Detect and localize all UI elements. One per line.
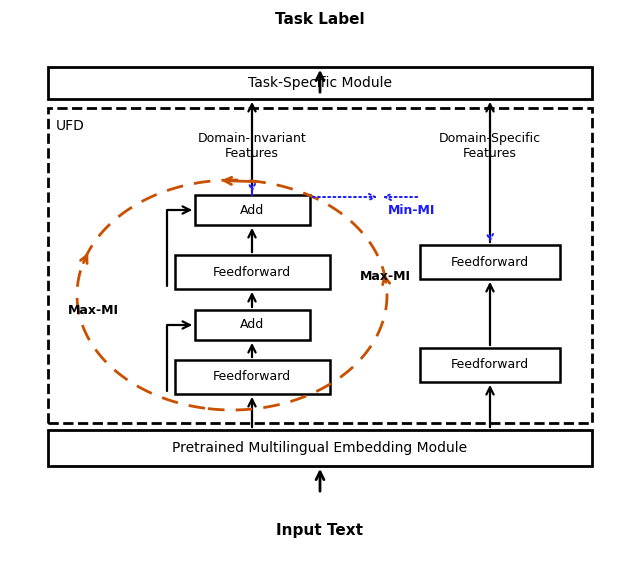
Bar: [420, 245, 560, 279]
Text: Input Text: Input Text: [276, 523, 364, 538]
Text: Feedforward: Feedforward: [213, 370, 291, 384]
Bar: [195, 310, 310, 340]
Bar: [175, 360, 330, 394]
Text: Task Label: Task Label: [275, 13, 365, 28]
Text: Feedforward: Feedforward: [451, 255, 529, 269]
Bar: [175, 255, 330, 289]
Text: Add: Add: [240, 319, 264, 332]
Text: Add: Add: [240, 204, 264, 217]
Bar: [48, 430, 592, 466]
Text: UFD: UFD: [56, 119, 84, 133]
Text: Feedforward: Feedforward: [451, 358, 529, 371]
Text: Task-Specific Module: Task-Specific Module: [248, 76, 392, 90]
Bar: [48, 67, 592, 99]
Text: Max-MI: Max-MI: [360, 270, 411, 283]
Bar: [48, 108, 592, 423]
Text: Pretrained Multilingual Embedding Module: Pretrained Multilingual Embedding Module: [172, 441, 468, 455]
Text: Max-MI: Max-MI: [68, 304, 119, 316]
Text: Domain-Invariant
Features: Domain-Invariant Features: [198, 132, 307, 160]
Bar: [195, 195, 310, 225]
Text: Min-MI: Min-MI: [388, 204, 435, 217]
Bar: [420, 348, 560, 382]
Text: Feedforward: Feedforward: [213, 266, 291, 278]
Text: Domain-Specific
Features: Domain-Specific Features: [439, 132, 541, 160]
